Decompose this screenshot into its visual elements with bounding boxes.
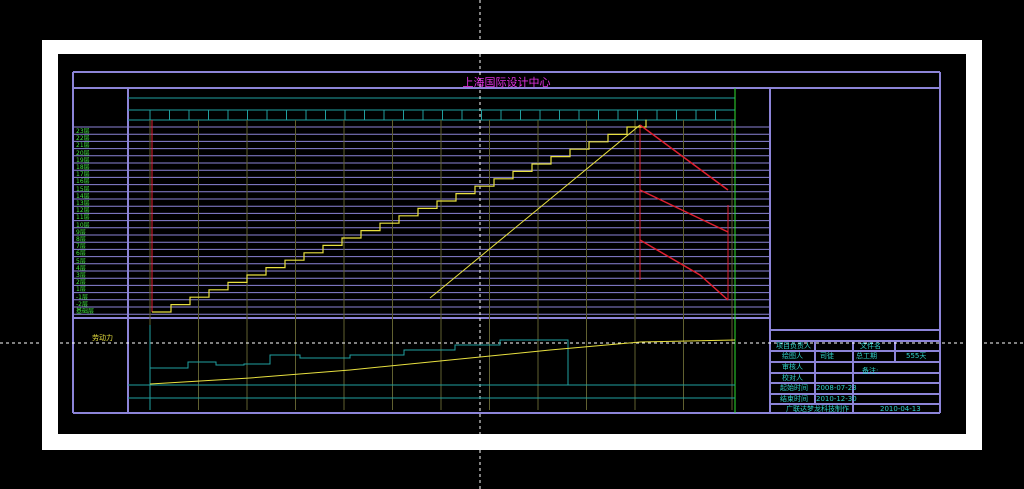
descending-schedule (639, 189, 729, 233)
floor-label: 12层 (76, 207, 90, 215)
floor-label: -2层 (76, 300, 88, 308)
schedule-staircase (152, 119, 647, 313)
end-label: 结束时间 (780, 395, 808, 403)
floor-label: 13层 (76, 200, 90, 207)
labor-histogram (149, 339, 569, 385)
floor-label: 15层 (76, 185, 90, 193)
checker-label: 校对人 (782, 374, 803, 382)
floor-label: 6层 (76, 250, 86, 258)
floor-label: 2层 (76, 279, 86, 287)
floor-label: 8层 (76, 236, 86, 243)
labor-cumulative-curve (149, 339, 736, 385)
floor-label: 10层 (76, 221, 90, 229)
floor-label: 5层 (76, 257, 86, 265)
drawer-label: 绘图人 (782, 352, 803, 360)
floor-label: 7层 (76, 243, 86, 251)
total-duration-label: 总工期 (856, 352, 877, 360)
reviewer-label: 审核人 (782, 363, 803, 371)
floor-label: 16层 (76, 178, 90, 186)
floor-label: 基础层 (76, 308, 95, 315)
start-label: 起始时间 (780, 384, 808, 392)
schedule-diagonal (429, 124, 641, 299)
floor-label: -1层 (76, 293, 88, 301)
descending-schedule (639, 239, 729, 301)
floor-label: 11层 (76, 214, 90, 222)
floor-label: 22层 (76, 135, 90, 143)
floor-label: 19层 (76, 156, 90, 164)
floor-label: 14层 (76, 192, 90, 200)
descending-schedule (639, 124, 729, 191)
total-duration-value: 555天 (906, 352, 927, 360)
floor-label: 9层 (76, 228, 86, 236)
maker-label: 广联达梦龙科技制作 (786, 405, 849, 413)
start-value: 2008-07-23 (816, 384, 857, 392)
floor-label: 21层 (76, 142, 90, 150)
file-name-label: 文件名 (860, 342, 881, 350)
floor-label: 1层 (76, 286, 86, 294)
floor-label: 3层 (76, 272, 86, 279)
end-value: 2010-12-30 (816, 395, 857, 403)
floor-label: 23层 (76, 128, 90, 135)
project-lead-label: 项目负责人 (776, 342, 811, 350)
drawer-value: 司徒 (820, 352, 834, 360)
notes-label: 备注: (862, 367, 879, 375)
print-date: 2010-04-13 (880, 405, 921, 413)
floor-label: 17层 (76, 171, 90, 179)
floor-label: 18层 (76, 164, 90, 171)
drawing-title: 上海国际设计中心 (462, 76, 551, 89)
floor-label: 4层 (76, 264, 86, 272)
labor-label: 劳动力 (92, 334, 113, 342)
floor-label: 20层 (76, 149, 90, 157)
